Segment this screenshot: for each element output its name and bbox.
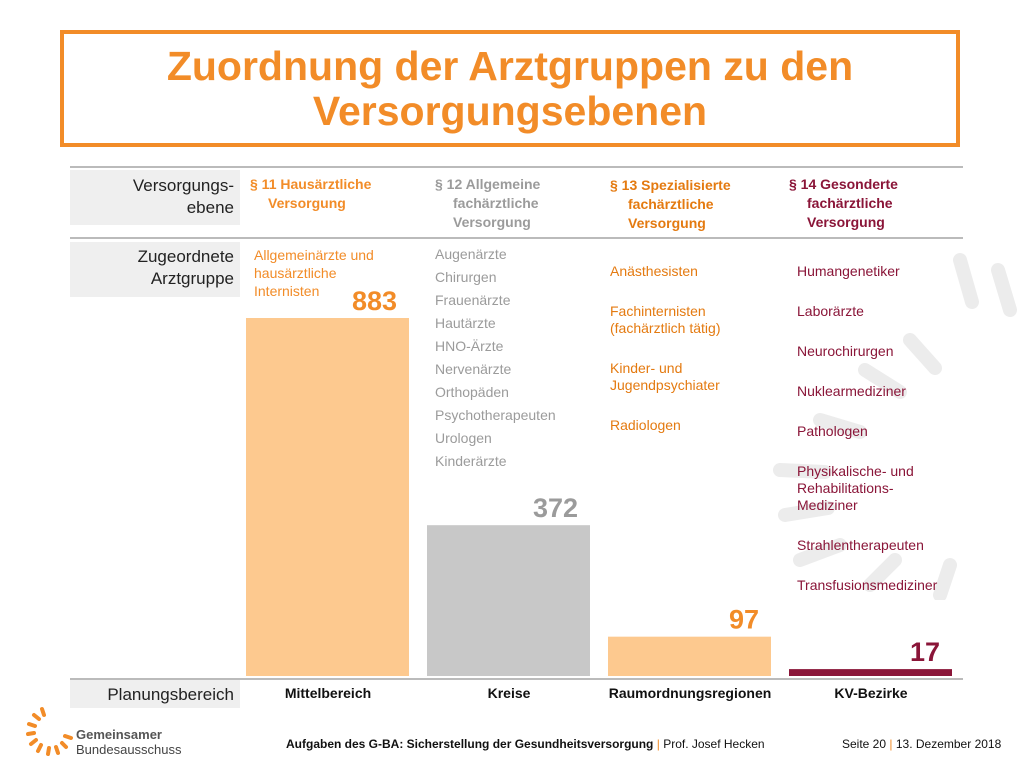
footer-separator: |: [656, 737, 660, 751]
column-header-par13-subtitle: fachärztliche Versorgung: [628, 196, 714, 231]
value-label-kv-bezirke: 17: [910, 637, 940, 667]
title-box: Zuordnung der Arztgruppen zu den Versorg…: [60, 30, 960, 147]
list-item: Physikalische- und Rehabilitations- Medi…: [797, 463, 914, 513]
value-label-raumordnungsregionen: 97: [729, 605, 759, 635]
list-item: Pathologen: [797, 423, 868, 439]
list-item: Hautärzte: [435, 315, 496, 331]
column-header-par12-title: § 12 Allgemeine: [435, 176, 541, 192]
row-label-arztgruppe: Zugeordnete Arztgruppe: [70, 242, 240, 297]
list-item: hausärztliche: [254, 265, 337, 281]
logo-line-1: Gemeinsamer: [76, 727, 162, 742]
value-label-mittelbereich: 883: [352, 286, 397, 316]
list-item: Internisten: [254, 283, 320, 299]
bar-kreise: [427, 525, 590, 676]
category-label-kreise: Kreise: [487, 685, 531, 701]
list-item: Chirurgen: [435, 269, 497, 285]
list-item: Radiologen: [610, 417, 681, 433]
footer-separator: |: [889, 737, 893, 751]
value-label-kreise: 372: [533, 493, 578, 523]
footer-left: Aufgaben des G-BA: Sicherstellung der Ge…: [286, 737, 765, 751]
column-header-par14: § 14 Gesonderte fachärztliche Versorgung: [789, 175, 898, 232]
footer-date: 13. Dezember 2018: [895, 737, 1002, 751]
bar-raumordnungsregionen: [608, 636, 771, 676]
header-divider: [70, 237, 963, 239]
list-item: Psychotherapeuten: [435, 407, 556, 423]
list-item: Frauenärzte: [435, 292, 511, 308]
footer-author: Prof. Josef Hecken: [663, 737, 765, 751]
gba-logo-icon: [26, 707, 73, 756]
category-label-mittelbereich: Mittelbereich: [284, 685, 372, 701]
column-header-par14-title: § 14 Gesonderte: [789, 176, 898, 192]
column-header-par13-title: § 13 Spezialisierte: [610, 177, 731, 193]
column-header-par13: § 13 Spezialisierte fachärztliche Versor…: [610, 176, 731, 233]
list-item: Augenärzte: [435, 246, 507, 262]
category-label-raumordnungsregionen: Raumordnungsregionen: [608, 685, 772, 701]
list-par13: Anästhesisten Fachinternisten (fachärztl…: [610, 246, 720, 457]
column-header-par14-subtitle: fachärztliche Versorgung: [807, 195, 893, 230]
footer-page: Seite 20: [842, 737, 887, 751]
row-label-planungsbereich: Planungsbereich: [70, 680, 240, 708]
list-item: Strahlentherapeuten: [797, 537, 924, 553]
category-label-kv-bezirke: KV-Bezirke: [834, 685, 908, 701]
list-item: Laborärzte: [797, 303, 864, 319]
row-label-versorgungsebene: Versorgungs- ebene: [70, 170, 240, 225]
footer-topic: Aufgaben des G-BA: Sicherstellung der Ge…: [286, 737, 654, 751]
gba-logo-text: Gemeinsamer Bundesausschuss: [76, 727, 182, 757]
list-item: Kinderärzte: [435, 453, 507, 469]
list-item: Orthopäden: [435, 384, 509, 400]
list-item: Transfusionsmediziner: [797, 577, 938, 593]
list-par11: Allgemeinärzte und hausärztliche Interni…: [254, 246, 374, 300]
list-item: Kinder- und Jugendpsychiater: [610, 360, 720, 393]
list-item: Anästhesisten: [610, 263, 698, 279]
footer-right: Seite 20 | 13. Dezember 2018: [842, 737, 1001, 751]
bar-mittelbereich: [246, 318, 409, 676]
list-item: HNO-Ärzte: [435, 338, 504, 354]
list-par14: Humangenetiker Laborärzte Neurochirurgen…: [797, 246, 937, 617]
list-item: Humangenetiker: [797, 263, 900, 279]
bar-kv-bezirke: [789, 669, 952, 676]
list-item: Nuklearmediziner: [797, 383, 906, 399]
bar-chart: 883 372 97 17: [246, 286, 952, 676]
column-header-par11-subtitle: Versorgung: [268, 195, 346, 211]
page-title: Zuordnung der Arztgruppen zu den Versorg…: [166, 42, 854, 134]
list-item: Urologen: [435, 430, 492, 446]
top-divider: [70, 166, 963, 168]
list-item: Neurochirurgen: [797, 343, 894, 359]
decorative-arc-pattern: [773, 253, 1017, 600]
list-item: Nervenärzte: [435, 361, 512, 377]
column-header-par12-subtitle: fachärztliche Versorgung: [453, 195, 539, 230]
column-header-par11: § 11 Hausärztliche Versorgung: [250, 175, 371, 213]
list-par12: Augenärzte Chirurgen Frauenärzte Hautärz…: [435, 246, 556, 476]
column-header-par11-title: § 11 Hausärztliche: [250, 176, 372, 192]
baseline-divider: [70, 678, 963, 680]
column-header-par12: § 12 Allgemeine fachärztliche Versorgung: [435, 175, 540, 232]
logo-line-2: Bundesausschuss: [76, 742, 182, 757]
list-item: Fachinternisten (fachärztlich tätig): [610, 303, 721, 336]
list-item: Allgemeinärzte und: [254, 247, 374, 263]
